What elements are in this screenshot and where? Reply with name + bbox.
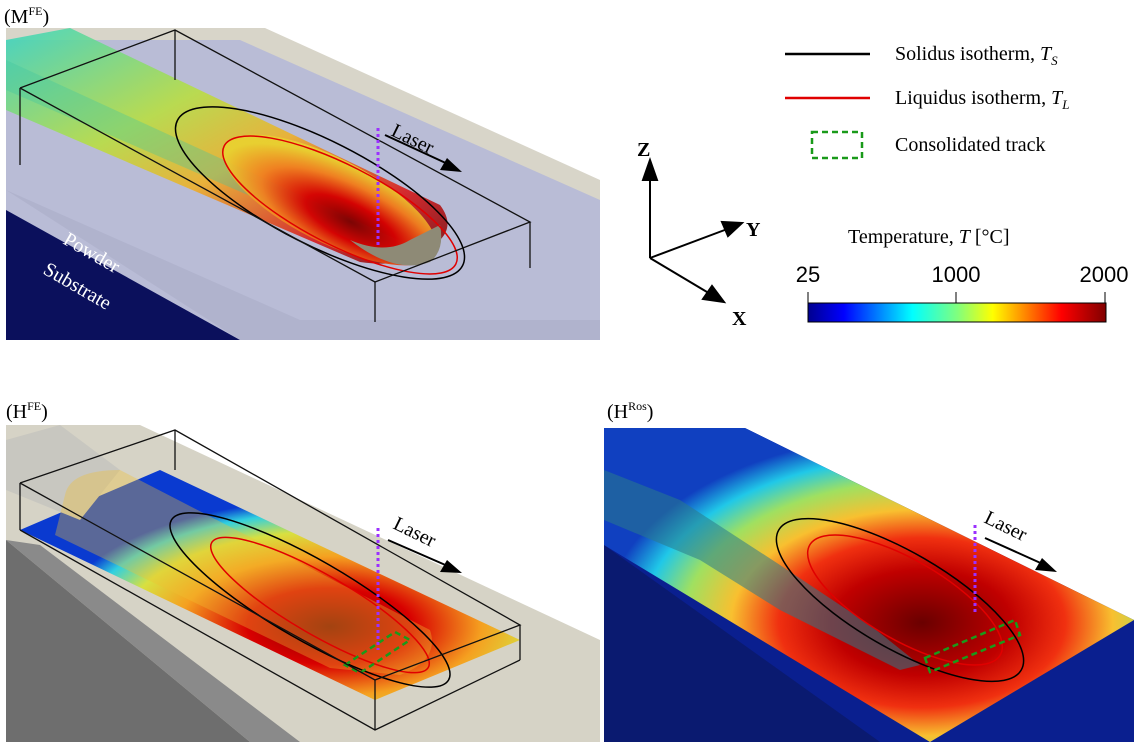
laser-arrow-hros [1035, 558, 1057, 572]
heat-field-hfe [20, 470, 520, 700]
axis-x [649, 257, 713, 296]
laser-arrow-hfe [440, 560, 462, 573]
heat-field-hros [604, 428, 1134, 742]
domain-box-hfe [19, 429, 522, 731]
panel-label-hros: (HRos) [607, 399, 653, 423]
colorbar-title: Temperature, T [°C] [848, 226, 1010, 248]
colorbar-mid: 1000 [932, 262, 981, 287]
colorbar-min: 25 [796, 262, 820, 287]
solidus-isotherm-hros [775, 517, 1025, 683]
axis-z-label: Z [637, 139, 650, 161]
panel-hros: (HRos) Laser [604, 399, 1134, 742]
substrate-mfe [6, 210, 240, 340]
liquidus-isotherm-mfe [222, 135, 458, 275]
legend-track-box [810, 130, 864, 160]
consolidated-track-hfe [342, 630, 413, 675]
laser-arrow-mfe [440, 158, 462, 172]
colorbar-max: 2000 [1080, 262, 1129, 287]
legend-solidus-text: Solidus isotherm, TS [895, 43, 1058, 68]
melt-pool-mfe [223, 134, 437, 266]
powder-ridge-hros [604, 470, 920, 670]
liquidus-isotherm-hros [806, 534, 1004, 666]
axis-y-label: Y [746, 219, 761, 241]
panel-label-hfe: (HFE) [6, 399, 48, 423]
panel-hfe: (HFE) Laser [6, 399, 600, 742]
axis-y [649, 227, 731, 259]
axes-triad [641, 156, 745, 304]
panel-mfe: (MFE) Laser Powder Substrate [4, 4, 600, 340]
liquidus-isotherm-hfe [209, 536, 431, 674]
legend: Solidus isotherm, TS Liquidus isotherm, … [785, 43, 1069, 160]
colorbar: Temperature, T [°C] 25 1000 2000 [796, 226, 1129, 323]
colorbar-gradient [807, 302, 1107, 323]
domain-box-mfe [19, 29, 532, 322]
legend-liquidus-text: Liquidus isotherm, TL [895, 87, 1069, 112]
solidus-isotherm-hfe [169, 512, 451, 688]
axis-x-label: X [732, 308, 747, 330]
panel-label-mfe: (MFE) [4, 4, 49, 28]
legend-track-text: Consolidated track [895, 134, 1046, 156]
consolidated-track-hros [923, 618, 1022, 674]
